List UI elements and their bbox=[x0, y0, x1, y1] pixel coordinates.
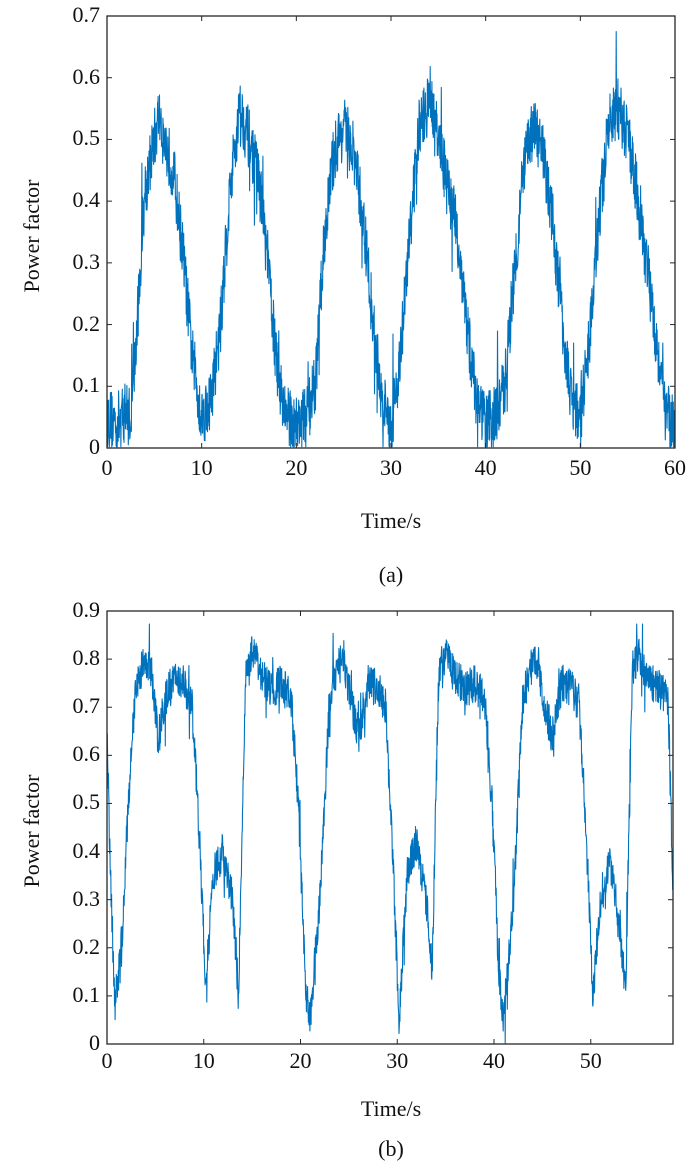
y-tick-label: 0.7 bbox=[72, 2, 101, 27]
caption-b: (b) bbox=[378, 1136, 404, 1161]
y-tick-label: 0.9 bbox=[72, 597, 101, 622]
x-tick-label: 40 bbox=[483, 1048, 505, 1073]
x-tick-label: 50 bbox=[569, 455, 592, 480]
y-tick-label: 0.7 bbox=[72, 693, 101, 719]
x-tick-label: 50 bbox=[579, 1048, 602, 1073]
data-series-line bbox=[106, 31, 676, 448]
y-tick-label: 0.1 bbox=[72, 981, 101, 1007]
x-tick-label: 20 bbox=[285, 455, 308, 480]
y-tick-label: 0.2 bbox=[72, 933, 101, 959]
x-tick-label: 60 bbox=[664, 455, 686, 480]
y-tick-label: 0.4 bbox=[72, 837, 101, 863]
y-tick-label: 0.2 bbox=[72, 310, 101, 336]
y-tick-label: 0.1 bbox=[72, 372, 101, 398]
y-tick-label: 0 bbox=[89, 434, 100, 459]
x-tick-label: 30 bbox=[386, 1048, 409, 1073]
plot-a bbox=[106, 15, 676, 449]
caption-a: (a) bbox=[378, 562, 404, 587]
y-tick-label: 0.5 bbox=[72, 789, 101, 815]
x-tick-label: 20 bbox=[289, 1048, 312, 1073]
y-tick-label: 0.5 bbox=[72, 125, 101, 151]
y-tick-label: 0.8 bbox=[72, 645, 101, 671]
chart-panel-a: Power factor Time/s (a) 0 10 20 30 40 50 60 0 0.… bbox=[19, 2, 686, 587]
y-tick-label: 0.6 bbox=[72, 63, 101, 89]
axes-box bbox=[106, 610, 674, 1045]
y-tick-label: 0.3 bbox=[72, 248, 101, 274]
data-series-line bbox=[106, 623, 674, 1044]
x-tick-label: 30 bbox=[380, 455, 402, 480]
y-axis-label-b: Power factor bbox=[19, 774, 44, 888]
x-tick-label: 0 bbox=[101, 455, 113, 480]
y-tick-label: 0.6 bbox=[72, 741, 101, 767]
x-tick-label: 10 bbox=[192, 1048, 215, 1073]
x-tick-label: 40 bbox=[474, 455, 497, 480]
x-tick-label: 0 bbox=[101, 1048, 113, 1073]
y-tick-label: 0.3 bbox=[72, 885, 101, 911]
x-axis-label-a: Time/s bbox=[360, 508, 422, 533]
x-tick-label: 10 bbox=[190, 455, 213, 480]
x-axis-label-b: Time/s bbox=[360, 1096, 422, 1121]
y-tick-label: 0 bbox=[89, 1030, 100, 1055]
y-tick-label: 0.4 bbox=[72, 187, 101, 213]
